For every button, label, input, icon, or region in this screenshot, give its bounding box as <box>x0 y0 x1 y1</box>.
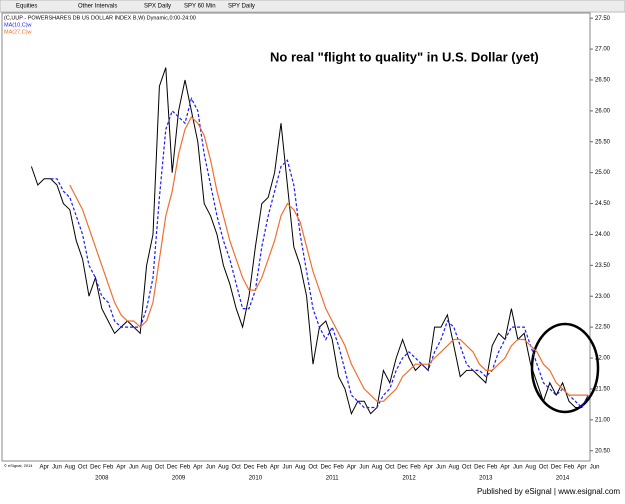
y-tick-label: 26.50 <box>595 78 611 84</box>
y-tick-label: 21.00 <box>595 417 611 423</box>
y-tick-label: 24.50 <box>595 201 611 207</box>
x-year-label: 2013 <box>479 476 493 482</box>
annotation: No real "flight to quality" in U.S. Doll… <box>270 49 539 64</box>
x-tick-label: Dec <box>90 465 101 471</box>
y-tick-label: 25.00 <box>595 170 611 176</box>
x-tick-label: Dec <box>244 465 255 471</box>
y-tick-label: 25.50 <box>595 139 611 145</box>
x-tick-label: Oct <box>78 465 88 471</box>
y-tick-label: 23.50 <box>595 263 611 269</box>
x-tick-label: Dec <box>167 465 178 471</box>
x-tick-label: Aug <box>64 465 75 471</box>
x-tick-label: Aug <box>525 465 536 471</box>
legend-entry: MA(27,C)w <box>4 29 32 35</box>
toolbar-item[interactable]: Equities <box>16 4 37 10</box>
y-tick-label: 24.00 <box>595 232 611 238</box>
footer: Published by eSignal | www.esignal.com <box>477 487 620 496</box>
x-tick-label: Oct <box>462 465 472 471</box>
series-line <box>69 116 589 402</box>
x-tick-label: Jun <box>283 465 293 471</box>
y-tick-label: 20.50 <box>595 448 611 454</box>
x-tick-label: Apr <box>193 465 202 471</box>
x-year-label: 2010 <box>249 476 263 482</box>
x-tick-label: Dec <box>397 465 408 471</box>
x-year-label: 2009 <box>172 476 186 482</box>
toolbar-item[interactable]: Other Intervals <box>78 4 117 10</box>
y-tick-label: 21.50 <box>595 387 611 393</box>
y-tick-label: 22.50 <box>595 325 611 331</box>
x-tick-label: Jun <box>206 465 216 471</box>
x-tick-label: Oct <box>232 465 242 471</box>
x-tick-label: Jun <box>129 465 139 471</box>
toolbar-item[interactable]: SPY 60 Min <box>184 4 216 10</box>
x-tick-label: Jun <box>513 465 523 471</box>
x-tick-label: Dec <box>320 465 331 471</box>
x-tick-label: Apr <box>347 465 356 471</box>
x-year-label: 2008 <box>95 476 109 482</box>
x-tick-label: Feb <box>103 465 114 471</box>
y-tick-label: 22.00 <box>595 356 611 362</box>
x-tick-label: Jun <box>590 465 600 471</box>
x-tick-label: Oct <box>385 465 395 471</box>
x-tick-label: Aug <box>372 465 383 471</box>
series-line <box>30 67 589 416</box>
x-tick-label: Oct <box>155 465 165 471</box>
toolbar-item[interactable]: SPY Daily <box>228 4 255 10</box>
x-tick-label: Jun <box>436 465 446 471</box>
x-tick-label: Feb <box>333 465 344 471</box>
x-tick-label: Feb <box>180 465 191 471</box>
x-year-label: 2011 <box>326 476 340 482</box>
x-tick-label: Apr <box>424 465 433 471</box>
x-tick-label: Feb <box>564 465 575 471</box>
x-tick-label: Aug <box>218 465 229 471</box>
toolbar-item[interactable]: SPX Daily <box>144 4 171 10</box>
y-tick-label: 27.50 <box>595 16 611 22</box>
x-tick-label: Feb <box>487 465 498 471</box>
x-tick-label: Oct <box>539 465 549 471</box>
y-tick-label: 27.00 <box>595 47 611 53</box>
x-year-label: 2014 <box>556 476 570 482</box>
x-tick-label: Aug <box>448 465 459 471</box>
toolbar <box>0 0 625 13</box>
x-tick-label: Apr <box>40 465 49 471</box>
x-tick-label: Apr <box>116 465 125 471</box>
x-tick-label: Oct <box>308 465 318 471</box>
x-tick-label: Aug <box>295 465 306 471</box>
x-year-label: 2012 <box>402 476 416 482</box>
y-tick-label: 23.00 <box>595 294 611 300</box>
legend-entry: MA(10,C)w <box>4 22 32 28</box>
legend-entry: (C,UUP - POWERSHARES DB US DOLLAR INDEX … <box>4 15 196 21</box>
x-tick-label: Apr <box>577 465 586 471</box>
y-tick-label: 26.00 <box>595 108 611 114</box>
x-tick-label: Feb <box>410 465 421 471</box>
x-tick-label: Aug <box>141 465 152 471</box>
x-tick-label: Dec <box>474 465 485 471</box>
x-tick-label: Jun <box>52 465 62 471</box>
x-tick-label: Jun <box>359 465 369 471</box>
plot-frame <box>1 12 591 462</box>
copyright: © eSignal, 2014 <box>4 463 33 468</box>
x-tick-label: Dec <box>551 465 562 471</box>
x-tick-label: Feb <box>257 465 268 471</box>
x-tick-label: Apr <box>500 465 509 471</box>
x-tick-label: Apr <box>270 465 279 471</box>
